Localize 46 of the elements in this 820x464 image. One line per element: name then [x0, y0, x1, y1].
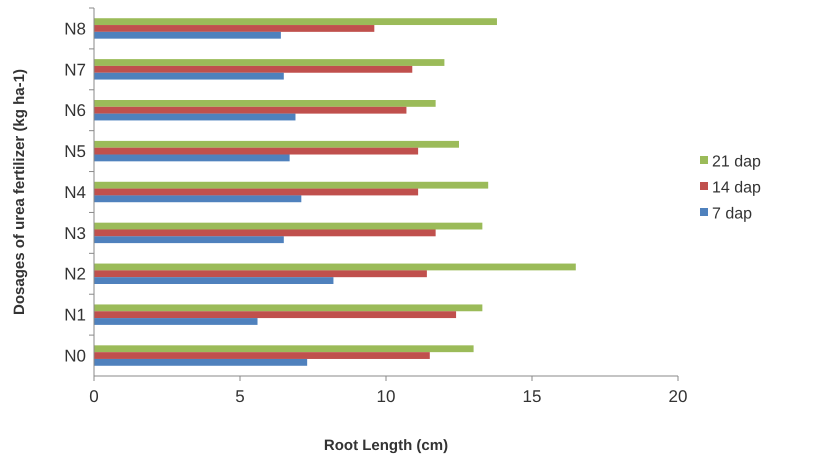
- y-tick-label: N6: [64, 101, 86, 120]
- bar: [94, 154, 290, 162]
- bar: [94, 32, 281, 39]
- bar: [94, 236, 284, 244]
- bar: [94, 140, 459, 148]
- bar: [94, 358, 308, 366]
- legend-label: 7 dap: [712, 206, 752, 223]
- bar: [94, 222, 482, 230]
- x-tick-label: 5: [235, 387, 245, 406]
- y-tick-label: N8: [64, 19, 86, 38]
- legend-label: 14 dap: [712, 180, 762, 197]
- y-tick-label: N2: [64, 264, 86, 284]
- bar: [94, 66, 412, 73]
- y-tick-label: N3: [64, 224, 86, 243]
- bar: [94, 229, 436, 236]
- bar: [94, 264, 576, 270]
- bar: [94, 72, 284, 80]
- y-axis-title: Dosages of urea fertilizer (kg ha-1): [11, 69, 28, 315]
- legend-label: 21 dap: [712, 154, 762, 171]
- bar: [94, 59, 444, 66]
- bar: [94, 100, 436, 107]
- bar: [94, 18, 497, 26]
- bar: [94, 304, 482, 312]
- bar: [94, 345, 474, 352]
- y-tick-label: N5: [64, 142, 86, 162]
- x-tick-label: 10: [376, 387, 396, 406]
- bar: [94, 311, 456, 318]
- bar: [94, 114, 296, 120]
- y-tick-label: N7: [64, 60, 86, 80]
- bar: [94, 106, 406, 114]
- y-tick-label: N1: [64, 306, 86, 325]
- bar: [94, 277, 334, 284]
- bar: [94, 270, 427, 278]
- x-tick-label: 20: [668, 387, 688, 406]
- x-tick-label: 0: [89, 387, 99, 406]
- y-tick-label: N4: [64, 182, 86, 202]
- bar: [94, 352, 430, 359]
- bar: [94, 318, 258, 325]
- y-tick-label: N0: [64, 346, 86, 366]
- x-axis-title: Root Length (cm): [324, 437, 448, 454]
- bar: [94, 182, 488, 189]
- bar: [94, 195, 302, 202]
- x-tick-label: 15: [522, 387, 542, 406]
- bar: [94, 25, 374, 32]
- bar: [94, 188, 418, 196]
- bar: [94, 148, 418, 155]
